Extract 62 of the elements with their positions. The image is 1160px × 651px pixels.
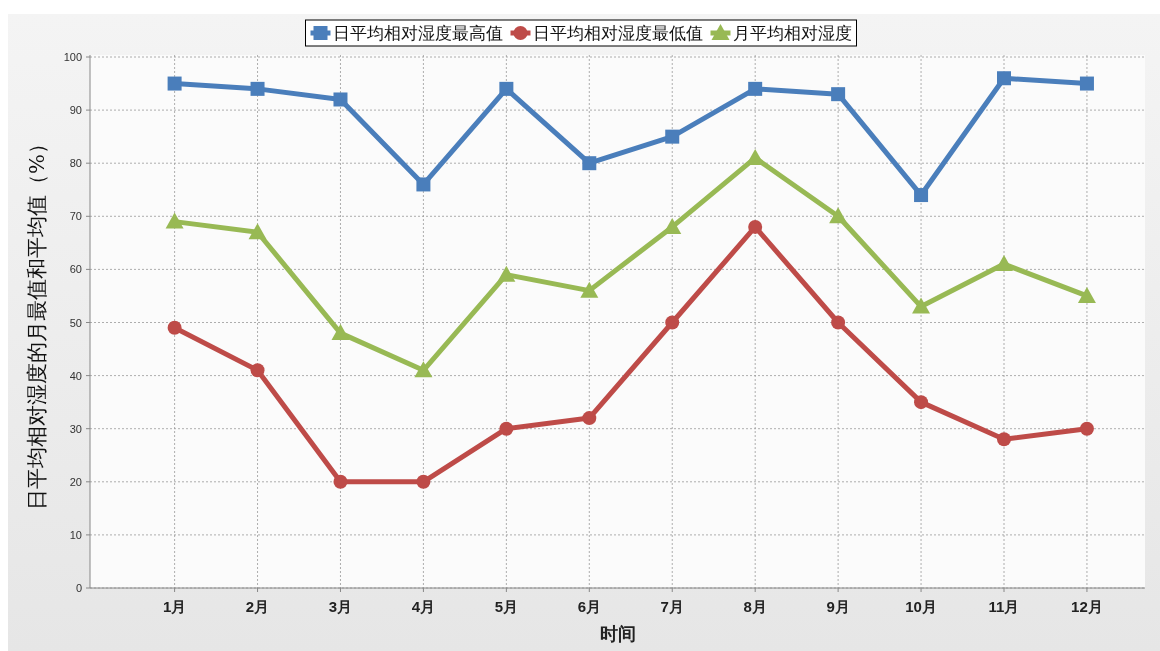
point (414, 361, 433, 378)
x-tick-label: 11月 (988, 598, 1020, 615)
legend-label: 日平均相对湿度最高值 (332, 24, 503, 43)
x-tick-label: 9月 (826, 598, 850, 615)
point (912, 297, 931, 314)
point (1077, 286, 1096, 303)
x-tick-label: 6月 (577, 598, 601, 615)
y-axis-title: 日平均相对湿度的月最值和平均值（%） (25, 133, 49, 510)
point (831, 87, 846, 102)
y-tick-label: 20 (69, 475, 82, 488)
point (914, 395, 929, 410)
point (582, 156, 597, 171)
y-tick-label: 60 (69, 263, 82, 276)
point (333, 92, 348, 107)
y-tick-label: 30 (69, 422, 82, 435)
point (997, 432, 1011, 447)
legend-label: 月平均相对湿度 (732, 24, 852, 43)
point (914, 188, 929, 203)
point (1079, 421, 1094, 436)
point (497, 265, 516, 282)
point (582, 411, 597, 426)
point (665, 315, 680, 330)
x-axis-title: 时间 (599, 624, 636, 644)
y-tick-label: 50 (69, 316, 82, 329)
x-tick-label: 4月 (411, 598, 436, 615)
point (748, 219, 763, 234)
point (995, 255, 1013, 272)
point (416, 474, 431, 489)
x-tick-label: 3月 (328, 598, 353, 615)
point (748, 81, 763, 96)
point (416, 177, 431, 192)
point (829, 207, 848, 224)
point (167, 76, 182, 91)
x-tick-label: 8月 (743, 598, 767, 615)
point (580, 281, 599, 298)
x-tick-label: 1月 (162, 598, 187, 615)
y-tick-label: 10 (69, 528, 82, 541)
point (250, 363, 265, 378)
y-tick-label: 70 (69, 210, 82, 223)
y-tick-label: 90 (69, 104, 82, 117)
point (499, 81, 514, 96)
point (333, 474, 348, 489)
point (997, 71, 1011, 86)
x-tick-label: 5月 (494, 598, 519, 615)
y-tick-label: 100 (63, 51, 82, 63)
point (1079, 76, 1094, 91)
y-tick-label: 80 (69, 157, 82, 170)
point (165, 212, 184, 229)
legend-label: 日平均相对湿度最低值 (532, 24, 703, 43)
point (831, 315, 846, 330)
point (167, 320, 182, 335)
y-tick-label: 0 (75, 582, 82, 594)
y-tick-label: 40 (69, 369, 82, 382)
point (248, 223, 267, 240)
x-tick-label: 10月 (905, 598, 937, 615)
x-tick-label: 12月 (1071, 598, 1103, 615)
x-tick-label: 7月 (660, 598, 684, 615)
point (331, 324, 350, 341)
point (499, 421, 514, 436)
point (665, 129, 680, 144)
point (250, 81, 265, 96)
x-tick-label: 2月 (245, 598, 270, 615)
